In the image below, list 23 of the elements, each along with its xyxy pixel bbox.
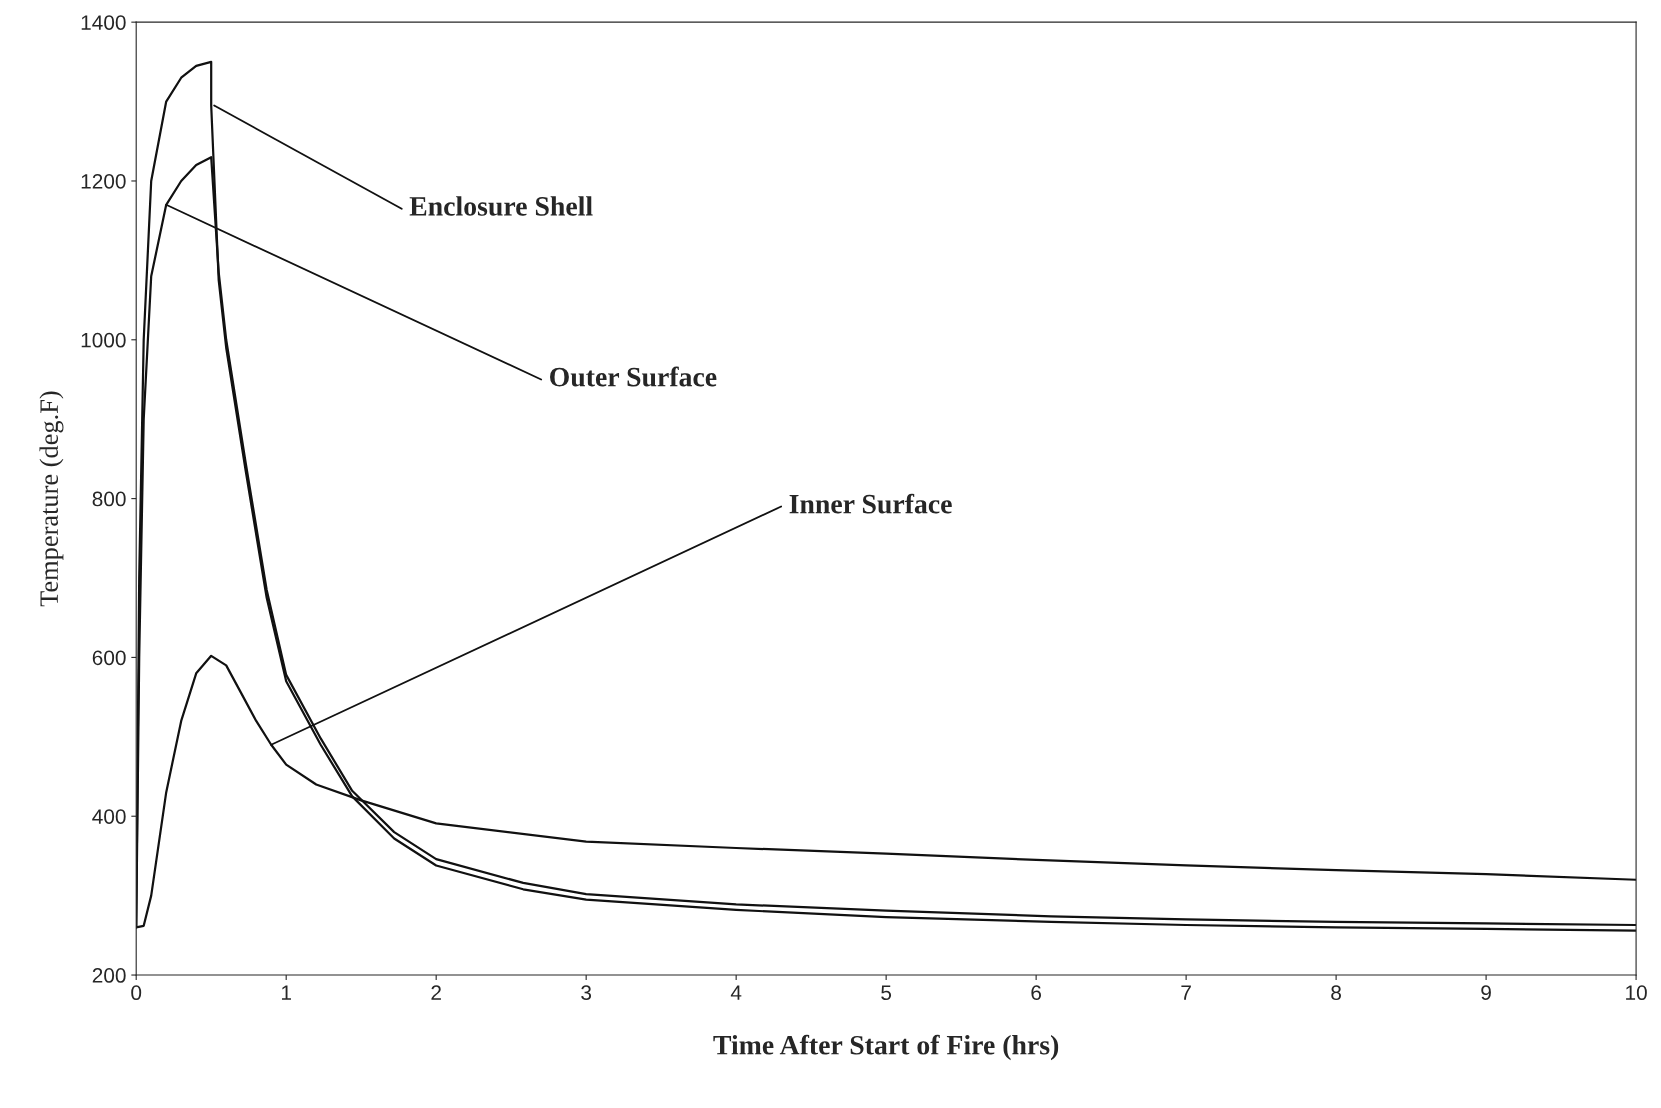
y-tick-label: 400	[92, 809, 126, 824]
x-tick-label: 3	[581, 985, 592, 1001]
x-tick-label: 2	[431, 985, 441, 1000]
y-tick-label: 200	[92, 968, 126, 983]
y-tick-label: 600	[92, 650, 126, 666]
annotation: Inner Surface	[789, 493, 952, 514]
annotation: Outer Surface	[550, 366, 717, 387]
x-tick-label: 9	[1481, 985, 1491, 1001]
x-tick-label: 7	[1181, 985, 1191, 1000]
x-tick-label: 4	[730, 985, 742, 1000]
x-tick-label: 0	[131, 985, 142, 1001]
x-tick-label: 10	[1626, 985, 1647, 1001]
x-tick-label: 8	[1331, 985, 1341, 1001]
annotation: Enclosure Shell	[409, 196, 593, 216]
x-axis-title: Time After Start of Fire (hrs)	[713, 1034, 1059, 1061]
y-tick-label: 1400	[81, 15, 126, 30]
y-tick-label: 1200	[81, 173, 126, 189]
x-tick-label: 1	[281, 985, 291, 1000]
y-axis-title: Temperature (deg.F)	[39, 391, 64, 607]
x-tick-label: 5	[881, 985, 892, 1001]
y-tick-label: 800	[92, 491, 126, 507]
y-tick-label: 1000	[81, 332, 126, 348]
x-tick-label: 6	[1031, 985, 1042, 1001]
